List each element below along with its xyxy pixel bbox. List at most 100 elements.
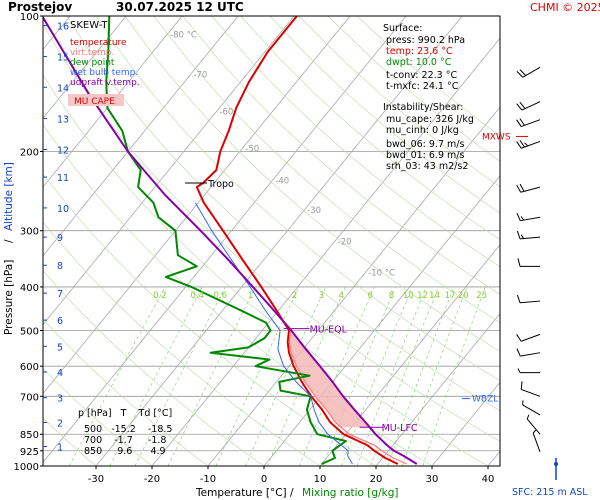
surface-heading: Surface: bbox=[383, 23, 422, 34]
wind-barb-flag bbox=[520, 234, 524, 239]
mixing-ratio-tick-label: 6 bbox=[367, 291, 372, 301]
wind-barb bbox=[516, 101, 541, 111]
level-table-header: p [hPa] T Td [°C] bbox=[78, 408, 172, 419]
altitude-tick-label: 6 bbox=[57, 316, 63, 327]
dry-adiabat-line bbox=[153, 16, 500, 323]
y-axis-separator: / bbox=[3, 239, 15, 243]
altitude-tick-label: 15 bbox=[57, 52, 69, 63]
wind-barb-flag bbox=[516, 70, 524, 78]
mixing-ratio-tick-label: 12 bbox=[417, 291, 428, 301]
credit: CHMI © 2025 bbox=[530, 1, 600, 14]
pressure-tick-label: 100 bbox=[20, 12, 39, 23]
grid-layer bbox=[43, 16, 500, 466]
wind-barb bbox=[516, 230, 541, 240]
mixing-ratio-tick-label: 0.2 bbox=[153, 291, 167, 301]
x-axis-separator: / bbox=[290, 487, 294, 499]
level-table-row: 850 9.6 4.9 bbox=[84, 446, 166, 457]
x-axis-label-2: Mixing ratio [g/kg] bbox=[302, 487, 398, 499]
surface-temp: temp: 23.6 °C bbox=[386, 46, 453, 57]
isotherm-line bbox=[431, 381, 500, 466]
wind-barb-staff bbox=[520, 300, 541, 304]
wind-barb bbox=[516, 118, 541, 128]
wind-barb bbox=[516, 348, 541, 357]
mixing-ratio-tick-label: 4 bbox=[338, 291, 343, 301]
mixing-ratio-line bbox=[322, 286, 396, 466]
pressure-tick-label: 1000 bbox=[14, 462, 39, 473]
temperature-tick-label: 30 bbox=[426, 474, 439, 485]
pressure-tick-label: 925 bbox=[20, 447, 39, 458]
wind-barb bbox=[532, 429, 541, 452]
altitude-tick-label: 3 bbox=[57, 394, 63, 405]
wind-barb-flag bbox=[519, 118, 525, 126]
temperature-tick-label: -30 bbox=[88, 474, 104, 485]
isotherm-label: -10 °C bbox=[368, 269, 395, 279]
wind-barb bbox=[517, 368, 540, 374]
temperature-tick-label: 40 bbox=[482, 474, 495, 485]
bwd-06-value: bwd_06: 9.7 m/s bbox=[386, 139, 464, 150]
isotherm-line bbox=[151, 37, 500, 466]
altitude-tick-label: 8 bbox=[57, 261, 63, 272]
isotherm-label: -30 bbox=[307, 206, 321, 216]
mixing-ratio-line bbox=[68, 286, 166, 466]
datetime: 30.07.2025 12 UTC bbox=[116, 0, 244, 14]
legend-item-wet-bulb: wet bulb temp. bbox=[70, 68, 138, 78]
wind-barbs bbox=[516, 66, 558, 480]
mixing-ratio-line bbox=[299, 286, 375, 466]
wind-barb-flag bbox=[516, 334, 522, 342]
wind-barb-flag bbox=[524, 142, 529, 147]
pressure-tick-label: 200 bbox=[20, 147, 39, 158]
wind-barb-flag bbox=[532, 429, 537, 434]
legend-title: SKEW-T bbox=[70, 20, 108, 31]
isotherm-label: -50 bbox=[245, 145, 259, 155]
instability-heading: Instability/Shear: bbox=[383, 102, 463, 113]
bwd-01-value: bwd_01: 6.9 m/s bbox=[386, 150, 464, 161]
mixing-ratio-line bbox=[134, 286, 226, 466]
series-line-udpraft-v-temp bbox=[43, 16, 418, 465]
wind-barb-flag bbox=[516, 103, 523, 111]
wind-barb-flag bbox=[516, 294, 521, 303]
wbzl-label: WBZL bbox=[472, 395, 498, 405]
wind-barb-staff bbox=[521, 388, 541, 397]
temperature-tick-label: 0 bbox=[261, 474, 267, 485]
isotherm-line bbox=[43, 16, 295, 326]
mixing-ratio-tick-label: 10 bbox=[403, 291, 414, 301]
legend-item-updraft: udpraft v.temp. bbox=[70, 78, 140, 88]
wind-barb bbox=[516, 139, 541, 149]
dry-adiabat-line bbox=[240, 16, 500, 240]
dry-adiabat-line bbox=[43, 74, 489, 466]
dry-adiabat-line bbox=[43, 270, 265, 466]
mixing-ratio-tick-label: 3 bbox=[319, 291, 324, 301]
pressure-tick-label: 700 bbox=[20, 392, 39, 403]
mixing-ratio-tick-label: 8 bbox=[389, 291, 394, 301]
level-table-row: 500 -15.2 -18.5 bbox=[84, 424, 172, 435]
mixing-ratio-tick-label: 17 bbox=[445, 291, 456, 301]
altitude-tick-label: 13 bbox=[57, 115, 69, 126]
series-layer bbox=[43, 16, 418, 465]
altitude-tick-label: 7 bbox=[57, 289, 63, 300]
wind-barb-flag bbox=[520, 216, 525, 221]
altitude-tick-label: 11 bbox=[57, 173, 69, 184]
isotherm-line bbox=[95, 16, 463, 466]
dry-adiabat-line bbox=[95, 16, 500, 381]
temperature-tick-label: 20 bbox=[370, 474, 383, 485]
axes-layer: 0.2 0.4 0.6 1 2 3 4 6 8 10 12 14 17 20 25-80 °C-70-60-… bbox=[14, 12, 528, 485]
wind-barb bbox=[516, 212, 541, 222]
mu-cape-value: mu_cape: 326 J/kg bbox=[386, 114, 474, 125]
station-name: Prostejov bbox=[8, 0, 72, 14]
axis-titles: Temperature [°C] / Mixing ratio [g/kg] P… bbox=[3, 162, 588, 499]
dry-adiabat-line bbox=[269, 16, 500, 214]
wind-barb-flag bbox=[519, 139, 525, 148]
wind-barb bbox=[516, 333, 541, 342]
temperature-tick-label: -20 bbox=[144, 474, 160, 485]
dry-adiabat-line bbox=[211, 16, 500, 268]
legend-item-virt-temp: virt.temp. bbox=[70, 48, 114, 58]
isotherm-line bbox=[43, 16, 183, 188]
isotherm-line bbox=[43, 16, 127, 119]
mixing-ratio-tick-label: 2 bbox=[292, 291, 297, 301]
level-table-row: 700 -1.7 -1.8 bbox=[84, 435, 166, 446]
surface-tconv: t-conv: 22.3 °C bbox=[386, 70, 457, 81]
wind-barb bbox=[520, 381, 541, 397]
isotherm-line bbox=[43, 16, 351, 395]
altitude-tick-label: 5 bbox=[57, 342, 63, 353]
